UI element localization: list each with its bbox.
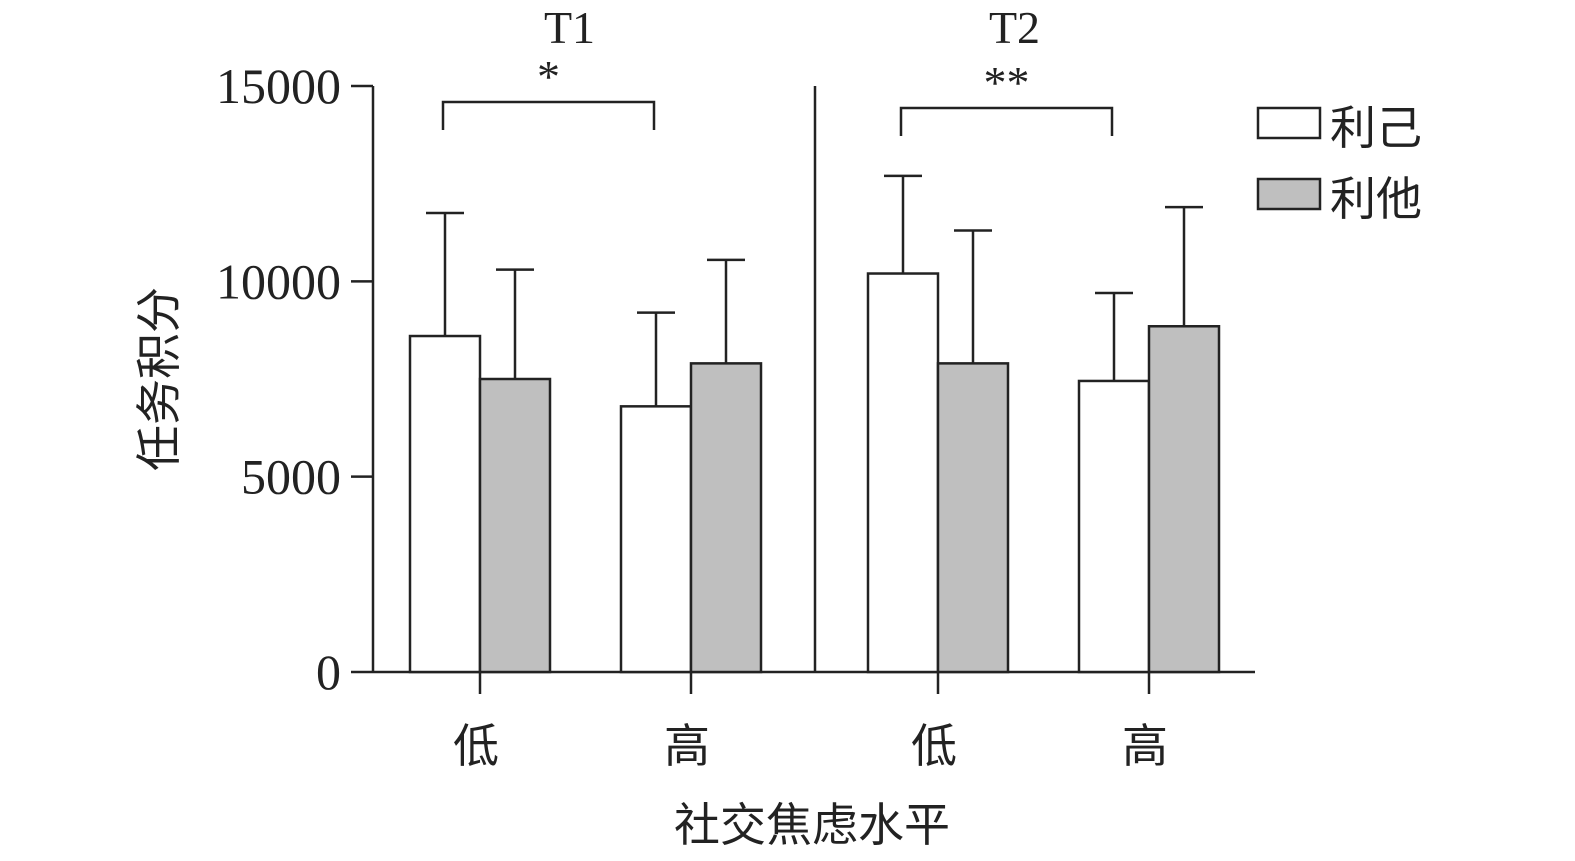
x-tick-label: 高 <box>664 719 710 773</box>
bar <box>936 362 1010 674</box>
bar <box>689 362 763 674</box>
panel-title: T1 <box>544 2 595 53</box>
legend-swatch <box>1256 177 1322 211</box>
significance-bracket <box>899 106 1114 136</box>
y-tick-label: 10000 <box>216 253 341 309</box>
x-tick-label: 低 <box>911 719 957 773</box>
bar <box>408 334 482 674</box>
significance-label: ** <box>984 57 1030 108</box>
legend-label: 利己 <box>1330 101 1422 155</box>
bar <box>866 272 940 674</box>
bar <box>1077 379 1151 674</box>
y-tick-label: 5000 <box>241 449 341 505</box>
x-tick-label: 高 <box>1122 719 1168 773</box>
y-tick-label: 0 <box>316 644 341 700</box>
panel-title: T2 <box>989 2 1040 53</box>
bar <box>478 377 552 674</box>
x-tick-label: 低 <box>453 719 499 773</box>
y-axis-label: 任务积分 <box>132 287 186 471</box>
legend-label: 利他 <box>1330 172 1422 226</box>
x-axis-label: 社交焦虑水平 <box>674 798 950 852</box>
legend-swatch <box>1256 106 1322 140</box>
bar <box>1147 325 1221 674</box>
significance-label: * <box>537 51 560 102</box>
chart-bars <box>408 106 1322 674</box>
y-tick-label: 15000 <box>216 58 341 114</box>
bar <box>619 405 693 674</box>
significance-bracket <box>441 100 656 130</box>
